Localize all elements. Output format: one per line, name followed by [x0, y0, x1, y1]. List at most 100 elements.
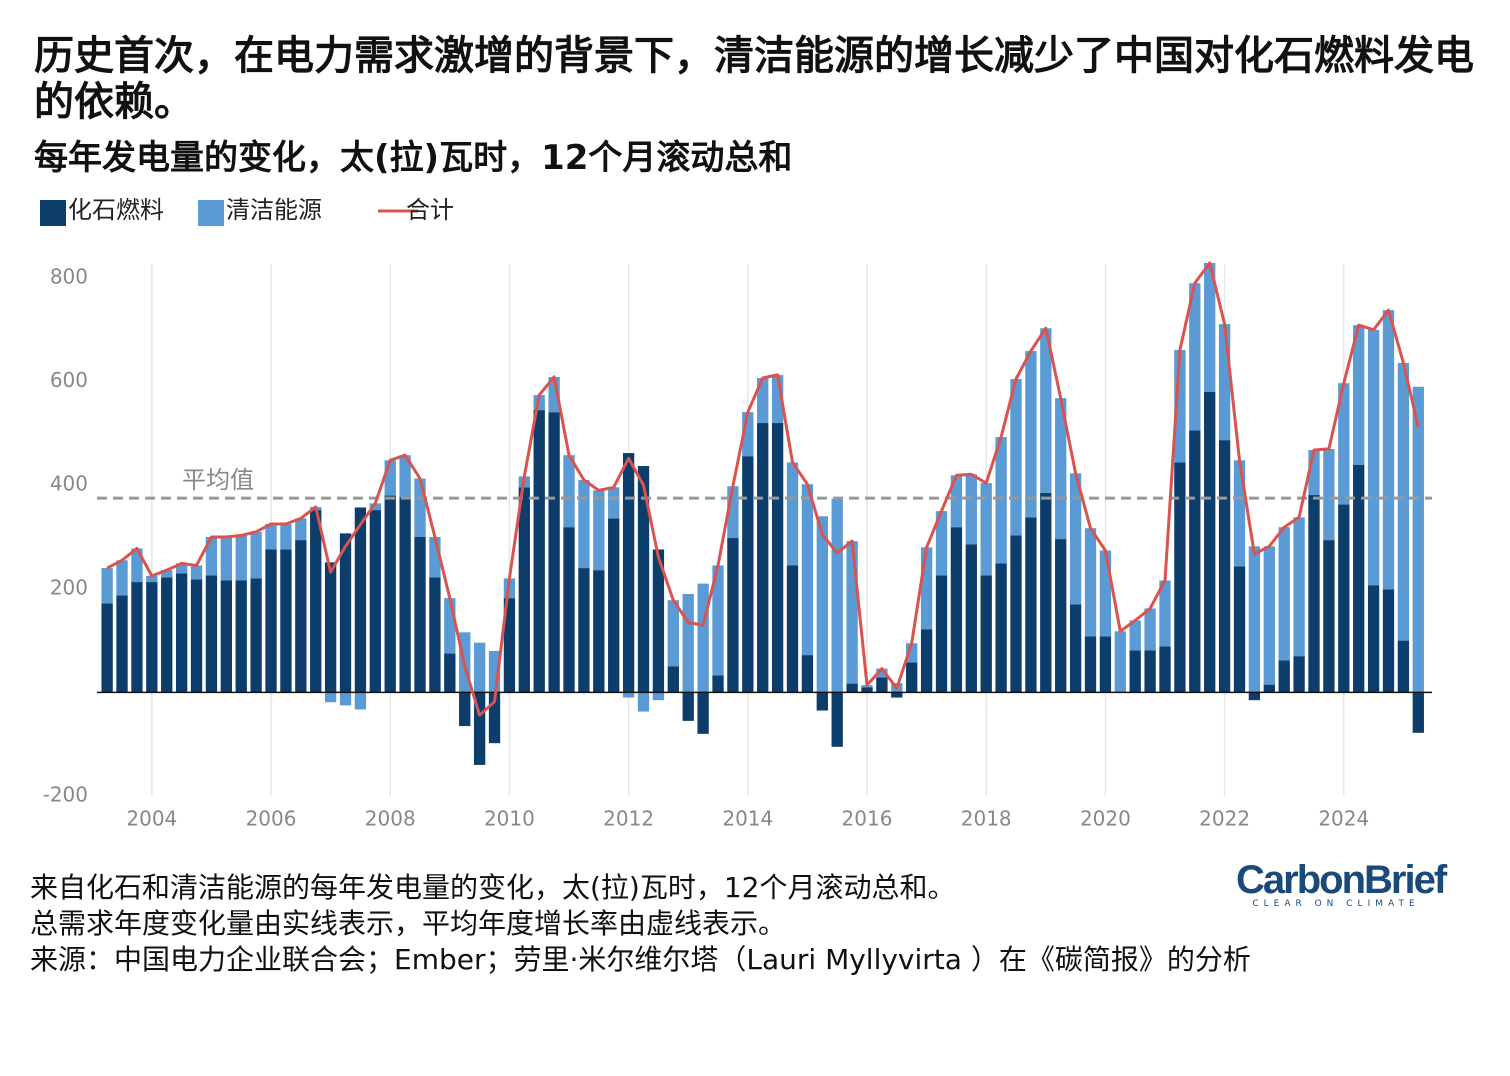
bar [667, 600, 679, 667]
bar [116, 595, 128, 693]
bar [757, 377, 769, 424]
bar [444, 653, 456, 693]
bar [578, 480, 590, 569]
bar [563, 455, 575, 528]
bar [846, 541, 858, 684]
bar [1084, 636, 1097, 693]
bar [1323, 448, 1335, 541]
bar [265, 549, 277, 693]
bar [771, 423, 784, 693]
bar [131, 582, 143, 693]
logo-name: CarbonBrief [1236, 858, 1447, 902]
bar [1308, 449, 1320, 496]
bar [816, 692, 828, 711]
note: 来自化石和清洁能源的每年发电量的变化，太(拉)瓦时，12个月滚动总和。 [30, 871, 956, 904]
bar [548, 412, 560, 693]
bar [1248, 546, 1261, 693]
bar [1174, 462, 1186, 693]
bar [190, 579, 203, 693]
bar [995, 563, 1007, 693]
bar [622, 453, 635, 693]
bar [608, 487, 620, 519]
bar [950, 527, 963, 693]
bar [1412, 386, 1424, 693]
bar [250, 531, 262, 579]
x-tick-label: 2022 [1199, 807, 1250, 831]
bar [146, 582, 158, 693]
bar [429, 537, 441, 578]
bar [1263, 684, 1275, 693]
bar [339, 692, 352, 706]
bar [1040, 492, 1052, 693]
bar [1382, 589, 1395, 693]
bar [652, 692, 665, 701]
bar [473, 642, 486, 693]
bar [578, 568, 590, 693]
bar [161, 577, 173, 693]
bar [1159, 580, 1171, 647]
bar [1338, 383, 1350, 505]
bar [1129, 650, 1141, 693]
chart-subtitle: 每年发电量的变化，太(拉)瓦时，12个月滚动总和 [34, 138, 793, 178]
bar [250, 578, 262, 693]
legend-swatch [40, 200, 66, 226]
bar [980, 575, 992, 693]
bar [1278, 527, 1290, 661]
bar [399, 455, 411, 498]
bar [235, 535, 247, 581]
bar [876, 677, 888, 693]
bar [1099, 550, 1112, 637]
bar [1189, 430, 1201, 693]
note: 总需求年度变化量由实线表示，平均年度增长率由虚线表示。 [30, 907, 787, 940]
bar [1129, 620, 1141, 651]
bar [950, 475, 963, 528]
bar [682, 692, 694, 721]
bar [131, 548, 143, 583]
bar [1040, 328, 1052, 493]
logo-tagline: CLEAR ON CLIMATE [1252, 899, 1420, 909]
bar [1204, 262, 1216, 392]
bar [1025, 517, 1037, 693]
bar [414, 537, 426, 693]
bar [354, 692, 367, 710]
bar [205, 537, 218, 576]
bar [399, 497, 411, 693]
bar [742, 412, 754, 457]
bar [1382, 310, 1395, 590]
bar [846, 683, 858, 693]
bar [1293, 517, 1305, 657]
x-tick-label: 2008 [365, 807, 416, 831]
bar [682, 593, 694, 693]
bar [339, 533, 352, 693]
bar [1397, 362, 1410, 641]
bar [459, 692, 471, 727]
notes: 来自化石和清洁能源的每年发电量的变化，太(拉)瓦时，12个月滚动总和。 总需求年… [30, 870, 1251, 978]
bar [280, 549, 292, 693]
bar [220, 580, 232, 693]
bar [1144, 650, 1156, 693]
bar [593, 490, 605, 571]
bar [831, 498, 843, 693]
bar [235, 580, 247, 693]
bar [429, 577, 441, 693]
x-tick-label: 2018 [961, 807, 1012, 831]
bar [935, 575, 948, 693]
bar [1204, 391, 1216, 693]
bar [861, 687, 873, 693]
x-tick-label: 2020 [1080, 807, 1131, 831]
bar [265, 524, 277, 550]
bar [1069, 473, 1082, 605]
bar [1025, 351, 1037, 518]
average-label: 平均值 [182, 466, 254, 494]
bar [295, 518, 307, 541]
x-tick-label: 2012 [603, 807, 654, 831]
bar [175, 563, 188, 574]
bar [891, 692, 903, 698]
legend-label: 合计 [406, 196, 454, 224]
total-line [106, 261, 1420, 717]
bar [876, 668, 888, 678]
bar [1233, 566, 1246, 693]
bar [503, 598, 516, 693]
